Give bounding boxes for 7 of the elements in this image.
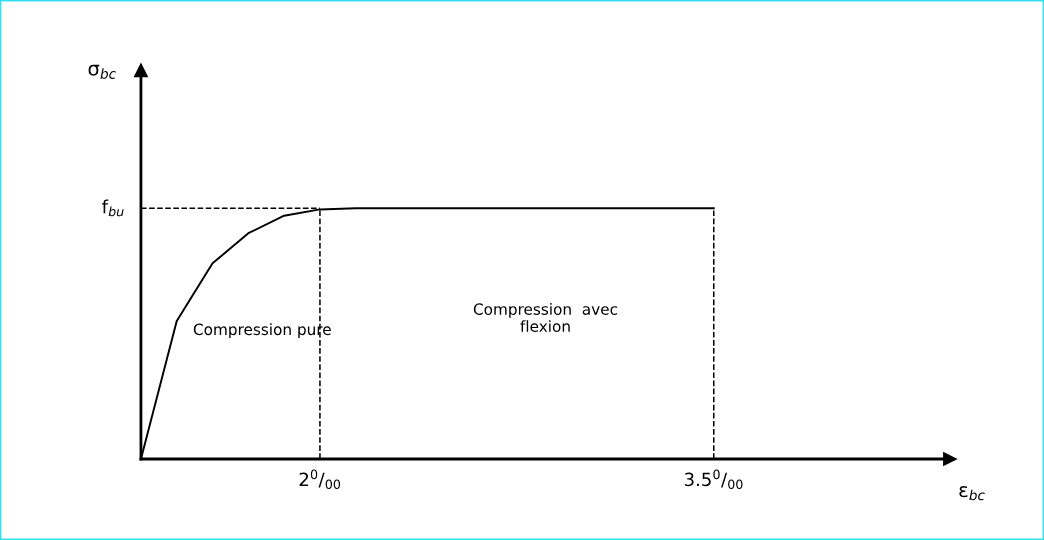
x-tick-label: 3.5$^{0}$/$_{00}$ <box>684 469 743 490</box>
text: σ$_{bc}$ <box>88 64 116 79</box>
x-axis-title: ε$_{bc}$ <box>959 486 985 501</box>
annotation: Compression avec flexion <box>473 303 618 333</box>
annotation: Compression pure <box>193 323 331 339</box>
text: f$_{bu}$ <box>102 199 124 217</box>
x-tick-label: 2$^{0}$/$_{00}$ <box>299 469 341 490</box>
